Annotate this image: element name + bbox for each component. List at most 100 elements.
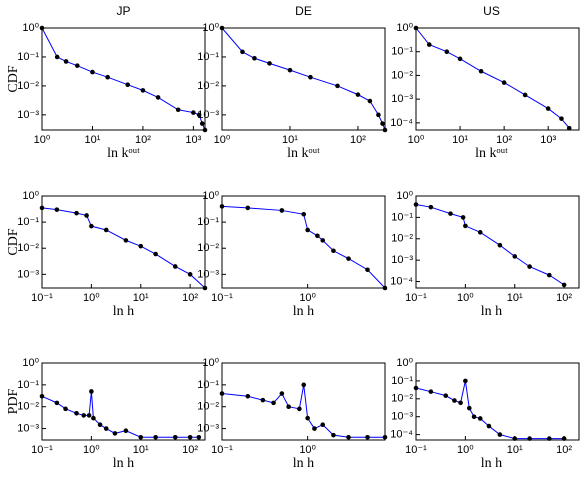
x-tick-label: 10⁰ bbox=[408, 134, 425, 146]
data-point bbox=[140, 88, 146, 93]
y-tick-label: 10⁻¹ bbox=[197, 379, 219, 391]
y-tick-label: 10⁻⁴ bbox=[390, 117, 413, 129]
y-axis-label: PDF bbox=[6, 388, 21, 414]
y-tick-label: 10⁰ bbox=[202, 357, 219, 369]
data-line bbox=[415, 27, 570, 129]
data-point bbox=[426, 42, 432, 47]
y-tick-label: 10⁻² bbox=[17, 80, 39, 92]
data-point bbox=[196, 434, 202, 440]
data-point bbox=[279, 391, 285, 396]
data-point bbox=[561, 436, 567, 441]
data-point bbox=[172, 434, 178, 440]
y-tick-label: 10⁰ bbox=[22, 190, 39, 202]
data-point bbox=[380, 121, 385, 126]
data-point bbox=[199, 121, 205, 126]
data-point bbox=[39, 393, 45, 399]
x-tick-label: 10⁰ bbox=[34, 134, 51, 146]
data-point bbox=[63, 59, 69, 64]
data-point bbox=[153, 434, 158, 440]
y-tick-label: 10⁻⁴ bbox=[390, 429, 413, 441]
x-tick-label: 10² bbox=[496, 134, 512, 146]
x-tick-label: 10² bbox=[350, 134, 366, 146]
x-axis-label: ln h bbox=[293, 456, 314, 471]
data-point bbox=[89, 223, 94, 229]
data-point bbox=[191, 110, 196, 115]
data-point bbox=[463, 223, 468, 229]
data-point bbox=[301, 211, 307, 217]
y-tick-label: 10⁻¹ bbox=[17, 379, 39, 391]
data-point bbox=[545, 106, 551, 111]
x-tick-label: 10⁰ bbox=[457, 292, 474, 304]
x-axis-label: ln h bbox=[481, 304, 502, 319]
axes-frame bbox=[41, 27, 206, 131]
data-point bbox=[331, 432, 336, 438]
data-point bbox=[245, 393, 251, 399]
axes-frame bbox=[221, 27, 386, 131]
data-point bbox=[81, 413, 87, 418]
x-tick-label: 10⁻¹ bbox=[405, 292, 427, 304]
x-tick-label: 10² bbox=[556, 444, 572, 456]
data-line bbox=[41, 27, 206, 131]
data-line bbox=[221, 384, 385, 438]
data-point bbox=[267, 61, 272, 66]
y-tick-label: 10⁰ bbox=[396, 357, 413, 369]
y-tick-label: 10⁰ bbox=[396, 190, 413, 202]
data-line bbox=[415, 204, 565, 286]
data-point bbox=[448, 211, 453, 216]
data-point bbox=[219, 391, 225, 396]
x-tick-label: 10⁰ bbox=[299, 444, 316, 456]
data-point bbox=[138, 434, 144, 440]
x-tick-label: 10¹ bbox=[85, 134, 101, 146]
data-point bbox=[123, 238, 129, 243]
x-tick-label: 10⁰ bbox=[457, 444, 474, 456]
y-tick-label: 10⁻³ bbox=[197, 109, 219, 121]
data-point bbox=[155, 95, 161, 100]
panel-title: DE bbox=[295, 4, 312, 18]
axes-frame bbox=[221, 362, 386, 441]
data-point bbox=[365, 434, 370, 440]
axes-frame bbox=[415, 195, 580, 289]
panel-title: US bbox=[483, 4, 500, 18]
data-point bbox=[471, 414, 477, 420]
data-point bbox=[413, 202, 419, 207]
data-point bbox=[320, 422, 326, 428]
data-point bbox=[301, 382, 307, 388]
data-point bbox=[457, 56, 463, 62]
x-tick-label: 10⁻¹ bbox=[31, 292, 53, 304]
data-point bbox=[376, 112, 381, 118]
data-point bbox=[287, 67, 293, 73]
data-point bbox=[527, 264, 532, 269]
y-tick-label: 10⁰ bbox=[202, 190, 219, 202]
y-tick-label: 10⁻³ bbox=[391, 93, 413, 105]
data-point bbox=[458, 400, 463, 406]
data-point bbox=[346, 434, 351, 440]
data-point bbox=[346, 256, 351, 261]
data-line bbox=[41, 391, 199, 438]
data-point bbox=[252, 55, 257, 61]
x-tick-label: 10¹ bbox=[133, 444, 149, 456]
y-tick-label: 10⁻² bbox=[197, 80, 219, 92]
x-tick-label: 10³ bbox=[540, 134, 556, 146]
x-tick-label: 10¹ bbox=[452, 134, 468, 146]
data-line bbox=[221, 27, 386, 131]
data-point bbox=[546, 436, 552, 441]
data-point bbox=[315, 233, 320, 239]
data-point bbox=[84, 213, 89, 218]
x-tick-label: 10¹ bbox=[507, 444, 523, 456]
data-point bbox=[286, 404, 291, 410]
data-point bbox=[428, 204, 434, 210]
data-point bbox=[460, 215, 466, 220]
x-tick-label: 10⁰ bbox=[83, 444, 100, 456]
y-tick-label: 10⁻² bbox=[197, 401, 219, 413]
y-tick-label: 10⁻¹ bbox=[197, 51, 219, 63]
data-point bbox=[54, 400, 60, 406]
y-tick-label: 10⁻¹ bbox=[391, 211, 413, 223]
y-tick-label: 10⁻³ bbox=[197, 422, 219, 434]
data-point bbox=[305, 227, 310, 233]
x-axis-label: ln kᵒᵘᵗ bbox=[107, 146, 140, 161]
data-point bbox=[477, 416, 483, 421]
data-point bbox=[86, 413, 92, 418]
data-point bbox=[138, 243, 144, 249]
data-point bbox=[219, 25, 225, 31]
data-point bbox=[559, 116, 564, 121]
